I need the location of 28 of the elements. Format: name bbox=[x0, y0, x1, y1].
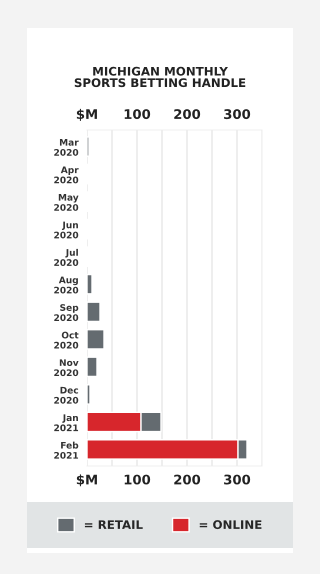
x-tick-label: 100 bbox=[124, 474, 150, 485]
legend-label: = RETAIL bbox=[84, 520, 143, 529]
y-tick-label: Jun 2020 bbox=[54, 222, 78, 238]
bar bbox=[87, 356, 98, 378]
y-tick-label: Sep 2020 bbox=[54, 304, 78, 322]
bar bbox=[87, 301, 101, 322]
legend-label: = ONLINE bbox=[200, 520, 262, 530]
bar bbox=[87, 384, 91, 405]
y-tick-label: Mar 2020 bbox=[54, 139, 79, 156]
x-tick-label: $M bbox=[76, 474, 97, 486]
chart-title: MICHIGAN MONTHLY SPORTS BETTING HANDLE bbox=[74, 66, 246, 88]
x2-tick-label: 300 bbox=[224, 109, 250, 120]
x2-tick-label: $M bbox=[76, 108, 97, 121]
bar bbox=[87, 328, 105, 350]
y-tick-label: Oct 2020 bbox=[54, 332, 78, 349]
y-tick-label: Jan 2021 bbox=[54, 414, 78, 432]
y-tick-label: Aug 2020 bbox=[54, 276, 78, 294]
y-tick-label: Feb 2021 bbox=[54, 442, 78, 459]
y-tick-label: Jul 2020 bbox=[54, 248, 78, 266]
x2-tick-label: 200 bbox=[174, 109, 200, 120]
y-tick-label: Nov 2020 bbox=[54, 359, 79, 376]
y-tick-label: May 2020 bbox=[54, 194, 78, 211]
x2-tick-label: 100 bbox=[124, 109, 150, 120]
x-tick-label: 300 bbox=[224, 474, 250, 485]
x-tick-label: 200 bbox=[174, 474, 200, 485]
y-tick-label: Dec 2020 bbox=[54, 386, 78, 404]
bar bbox=[87, 274, 93, 295]
y-tick-label: Apr 2020 bbox=[54, 166, 79, 184]
